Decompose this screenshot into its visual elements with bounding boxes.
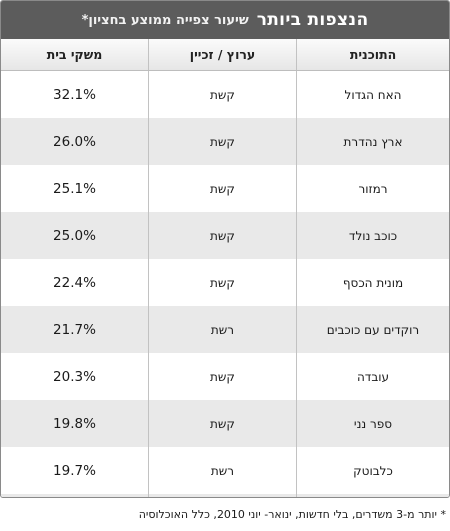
table-row: כוכב נולד קשת 25.0% <box>1 212 449 259</box>
cell-channel: קשת <box>148 118 296 165</box>
table-row: ספר נני קשת 19.8% <box>1 400 449 447</box>
cell-share: 19.7% <box>53 462 96 479</box>
cell-show: כוכב נולד <box>296 212 449 259</box>
cell-channel: קשת <box>148 400 296 447</box>
cell-channel: קשת <box>148 259 296 306</box>
header-share: משקי בית <box>46 47 103 62</box>
cell-share: 19.2% <box>1 494 148 497</box>
cell-show: האח הגדול <box>296 71 449 118</box>
table-body: האח הגדול קשת 32.1% ארץ נהדרת קשת 26.0% רמזור ק… <box>1 71 449 497</box>
cell-share: 21.7% <box>53 321 96 338</box>
table-header: התוכנית ערוץ / זכיין משקי בית <box>1 39 449 71</box>
cell-show: רמזור <box>296 165 449 212</box>
cell-share: 26.0% <box>53 133 96 150</box>
cell-show: ספר נני <box>296 400 449 447</box>
cell-show: רוקדים עם כוכבים <box>296 306 449 353</box>
cell-share: 19.8% <box>53 415 96 432</box>
header-channel: ערוץ / זכיין <box>148 39 296 70</box>
table-title: הנצפות ביותר <box>256 10 369 30</box>
table-row: בקרוב: אהבהקשת19.2% <box>1 494 449 497</box>
cell-show: עובדה <box>296 353 449 400</box>
cell-channel: קשת <box>148 212 296 259</box>
cell-share: 25.1% <box>53 180 96 197</box>
cell-channel: קשת <box>148 165 296 212</box>
table-row: רמזור קשת 25.1% <box>1 165 449 212</box>
cell-channel: קשת <box>148 353 296 400</box>
cell-channel: קשת <box>148 494 296 497</box>
cell-show: ארץ נהדרת <box>296 118 449 165</box>
table-row: האח הגדול קשת 32.1% <box>1 71 449 118</box>
cell-show: כלבוטק <box>296 447 449 494</box>
table-row: כלבוטק רשת 19.7% <box>1 447 449 494</box>
cell-share: 20.3% <box>53 368 96 385</box>
cell-show: בקרוב: אהבה <box>296 494 449 497</box>
cell-share: 25.0% <box>53 227 96 244</box>
title-bar: הנצפות ביותר שיעור צפייה ממוצע בחציון* <box>1 1 449 39</box>
table-row: מונית הכסף קשת 22.4% <box>1 259 449 306</box>
header-show: התוכנית <box>296 39 449 70</box>
table-row: רוקדים עם כוכבים רשת 21.7% <box>1 306 449 353</box>
cell-share: 32.1% <box>53 86 96 103</box>
cell-channel: רשת <box>148 306 296 353</box>
table-row: עובדה קשת 20.3% <box>1 353 449 400</box>
cell-channel: רשת <box>148 447 296 494</box>
cell-show: מונית הכסף <box>296 259 449 306</box>
table-row: ארץ נהדרת קשת 26.0% <box>1 118 449 165</box>
ratings-table: הנצפות ביותר שיעור צפייה ממוצע בחציון* ה… <box>0 0 450 498</box>
table-subtitle: שיעור צפייה ממוצע בחציון* <box>81 12 249 28</box>
cell-channel: קשת <box>148 71 296 118</box>
footnote: * יותר מ-3 משדרים, בלי חדשות, ינואר- יונ… <box>138 507 446 521</box>
cell-share: 22.4% <box>53 274 96 291</box>
